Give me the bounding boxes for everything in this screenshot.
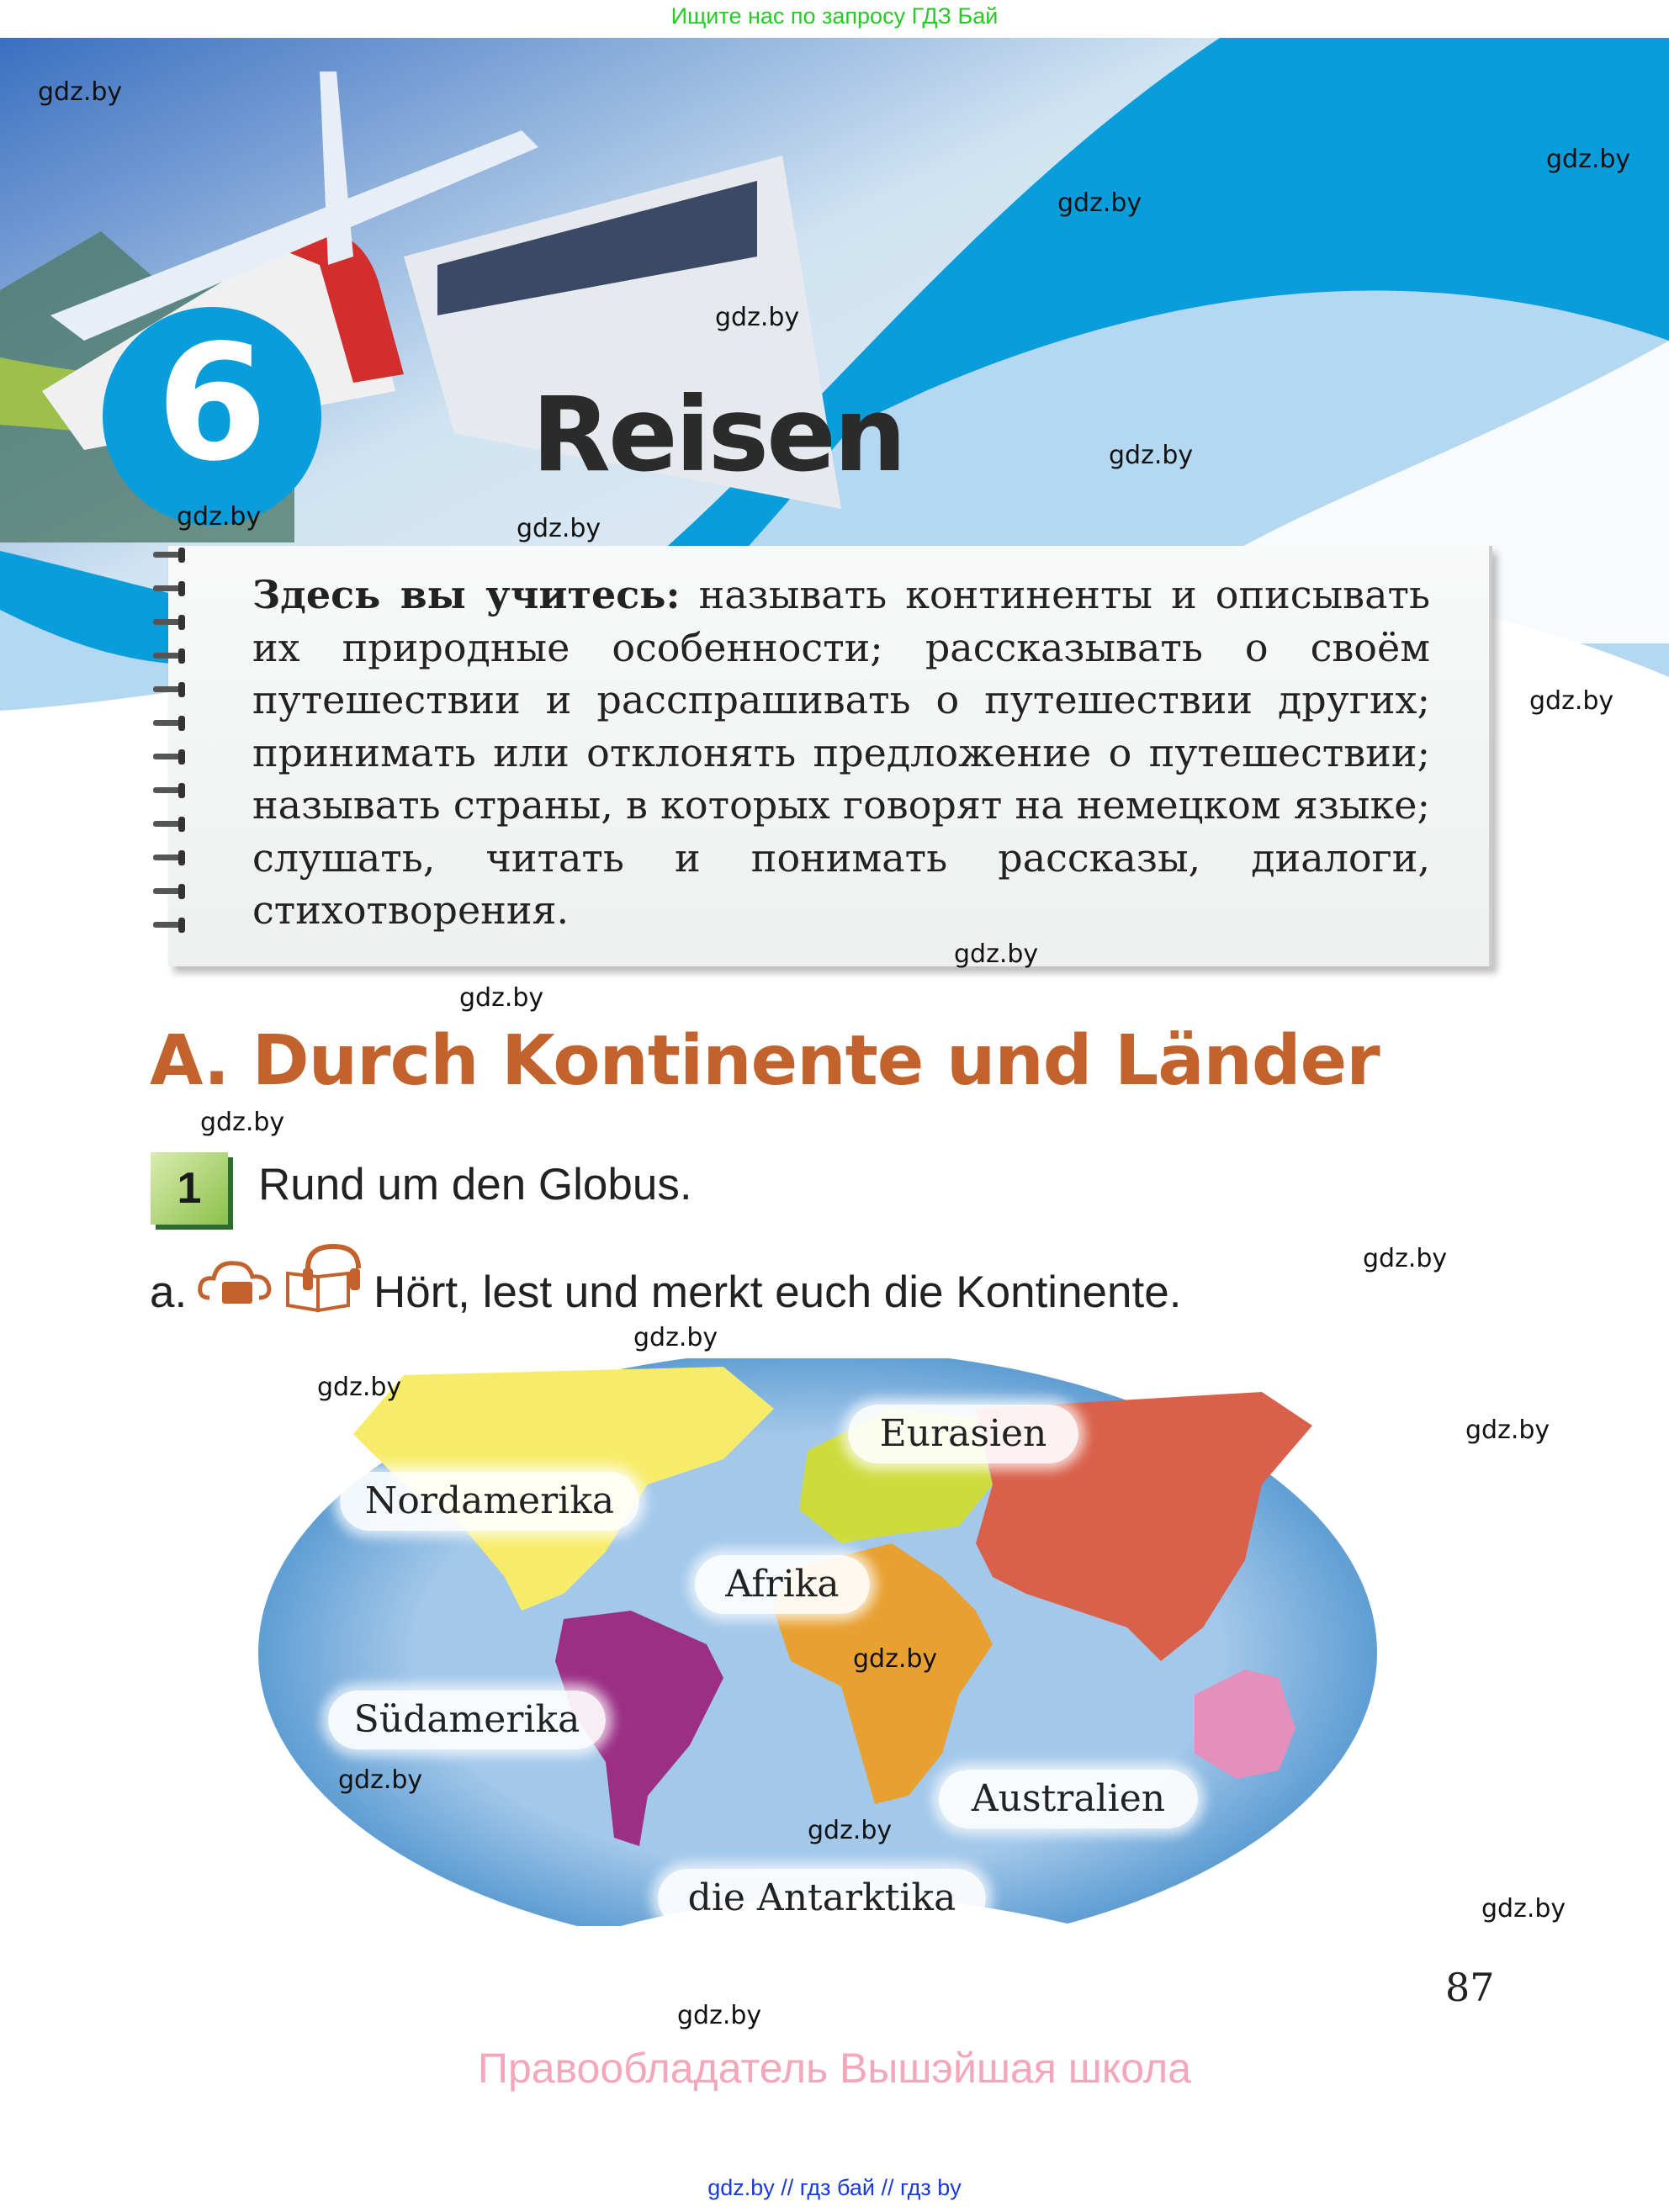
watermark: gdz.by [1546,145,1631,174]
chapter-number-circle [103,307,321,526]
watermark: gdz.by [853,1644,938,1674]
exercise-title: Rund um den Globus. [258,1160,692,1209]
subtask-label: a. [150,1267,188,1317]
watermark: gdz.by [1057,188,1142,218]
watermark: gdz.by [677,2001,762,2030]
south-america [555,1611,723,1846]
subtask-instruction: Hört, lest und merkt euch die Kontinente… [374,1267,1182,1317]
watermark: gdz.by [808,1816,893,1845]
watermark: gdz.by [38,77,123,107]
goals-lead: Здесь вы учитесь: [252,572,681,617]
watermark: gdz.by [1363,1244,1448,1273]
watermark: gdz.by [200,1108,285,1137]
watermark: gdz.by [317,1373,402,1402]
goals-body: называть континенты и описывать их приро… [252,572,1430,933]
watermark: gdz.by [517,514,601,543]
map-label-nordamerika: Nordamerika [340,1472,639,1531]
map-label-eurasien: Eurasien [848,1405,1078,1463]
watermark: gdz.by [1109,441,1194,470]
learning-goals-text: Здесь вы учитесь: называть континенты и … [252,569,1430,937]
book-headphones-icon [286,1243,361,1313]
watermark: gdz.by [1529,686,1614,716]
page-number: 87 [1445,1965,1495,2010]
map-label-australien: Australien [939,1770,1198,1828]
exercise-number-badge: 1 [151,1152,228,1225]
watermark: gdz.by [338,1765,423,1795]
map-label-afrika: Afrika [695,1555,870,1614]
goals-notebook-box [168,546,1492,966]
watermark: gdz.by [1465,1416,1550,1445]
watermark: gdz.by [715,303,800,332]
watermark: gdz.by [633,1323,718,1352]
map-label-antarktika: die Antarktika [658,1869,986,1928]
watermark: gdz.by [459,983,544,1013]
watermark: gdz.by [177,502,262,532]
section-heading: A. Durch Kontinente und Länder [150,1021,1380,1101]
chapter-number: 6 [156,310,268,496]
footer-links[interactable]: gdz.by // гдз бай // гдз by [707,2175,962,2200]
australia [1195,1670,1295,1779]
watermark: gdz.by [1481,1894,1566,1924]
map-label-suedamerika: Südamerika [328,1691,606,1749]
watermark: gdz.by [954,939,1039,969]
cloud-folder-icon [198,1261,272,1304]
search-hint-banner[interactable]: Ищите нас по запросу ГДЗ Бай [670,3,999,29]
chapter-title: Reisen [532,375,907,495]
copyright-notice: Правообладатель Вышэйшая школа [478,2045,1191,2092]
